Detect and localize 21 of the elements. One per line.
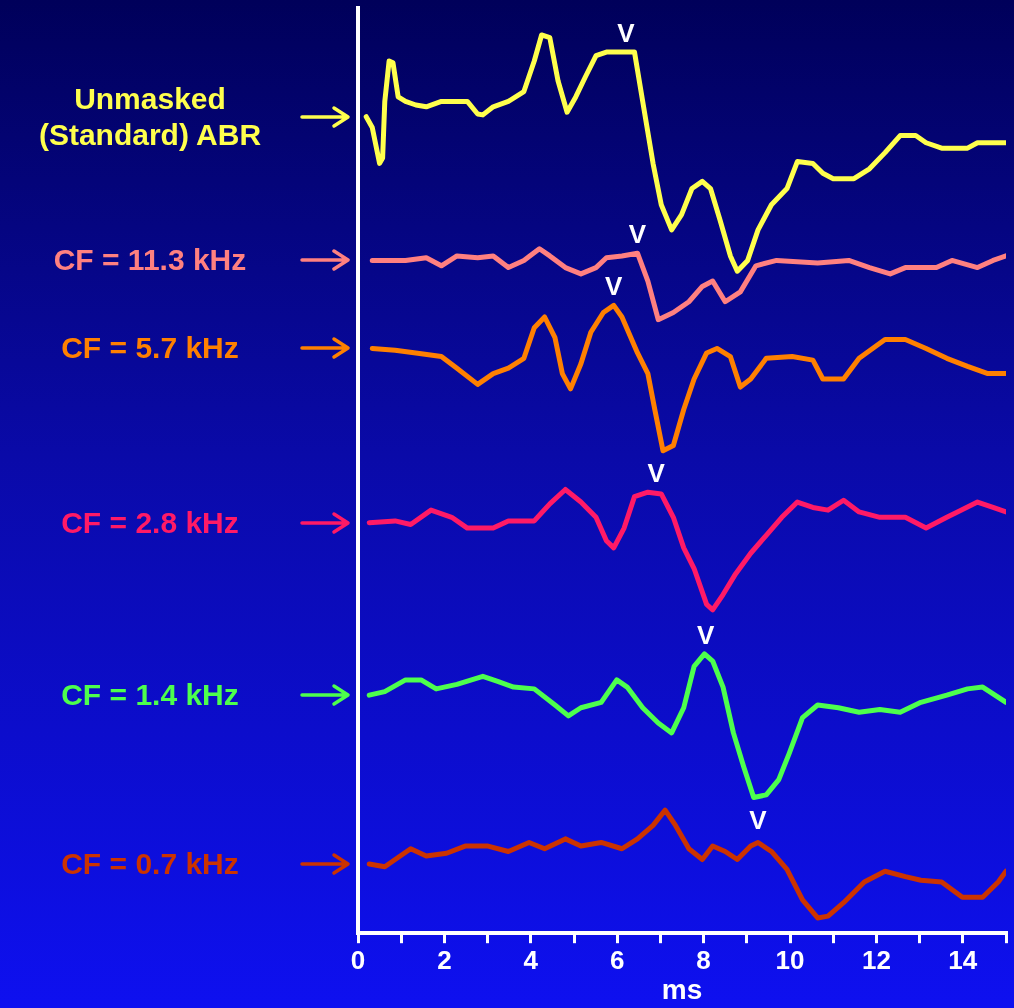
x-tick-label: 2 xyxy=(437,944,452,975)
x-tick-label: 6 xyxy=(609,944,625,975)
legend-label: CF = 0.7 kHz xyxy=(60,846,240,883)
x-tick-label: 12 xyxy=(861,944,891,975)
x-axis-title: ms xyxy=(661,973,703,1005)
legend-label: Unmasked (Standard) ABR xyxy=(37,80,263,153)
annotation: V xyxy=(697,620,716,651)
x-tick-label: 0 xyxy=(350,944,366,975)
x-tick-label: 8 xyxy=(696,944,711,975)
annotation: V xyxy=(617,18,636,49)
legend-label: CF = 11.3 kHz xyxy=(52,242,248,279)
annotation: V xyxy=(749,805,768,836)
annotation: V xyxy=(605,271,624,302)
x-tick-label: 4 xyxy=(523,944,539,975)
legend-label: CF = 1.4 kHz xyxy=(60,677,240,714)
x-tick-label: 10 xyxy=(775,944,805,975)
annotation: V xyxy=(647,458,666,489)
annotation: V xyxy=(628,219,647,250)
legend-label: CF = 2.8 kHz xyxy=(60,504,240,541)
x-tick-label: 14 xyxy=(948,944,978,975)
legend-label: CF = 5.7 kHz xyxy=(60,330,240,367)
